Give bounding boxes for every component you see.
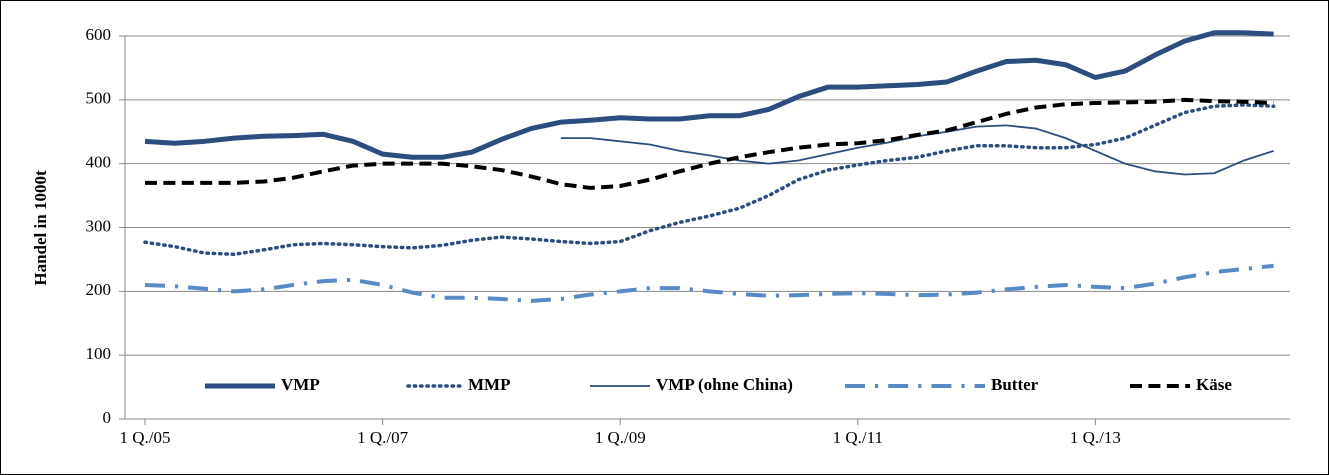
y-tick-label: 500 (86, 89, 112, 108)
y-tick-label: 600 (86, 25, 112, 44)
y-tick-label: 300 (86, 216, 112, 235)
y-tick-label: 100 (86, 344, 112, 363)
x-tick-label: 1 Q./05 (120, 428, 171, 447)
x-tick-label: 1 Q./11 (833, 428, 883, 447)
legend-label: VMP (ohne China) (656, 375, 793, 394)
x-tick-label: 1 Q./09 (595, 428, 646, 447)
x-tick-label: 1 Q./13 (1070, 428, 1121, 447)
legend-label: VMP (281, 375, 320, 394)
y-axis-title: Handel in 1000t (31, 170, 50, 286)
legend-label: MMP (468, 375, 510, 394)
legend-label: Käse (1196, 375, 1232, 394)
x-tick-label: 1 Q./07 (357, 428, 409, 447)
y-tick-label: 200 (86, 280, 112, 299)
series-line (144, 263, 1274, 303)
y-tick-label: 400 (86, 153, 112, 172)
series-line (143, 103, 1276, 257)
series-line (145, 97, 1274, 190)
y-tick-label: 0 (103, 408, 112, 427)
series-line (144, 30, 1274, 160)
legend-label: Butter (991, 375, 1039, 394)
